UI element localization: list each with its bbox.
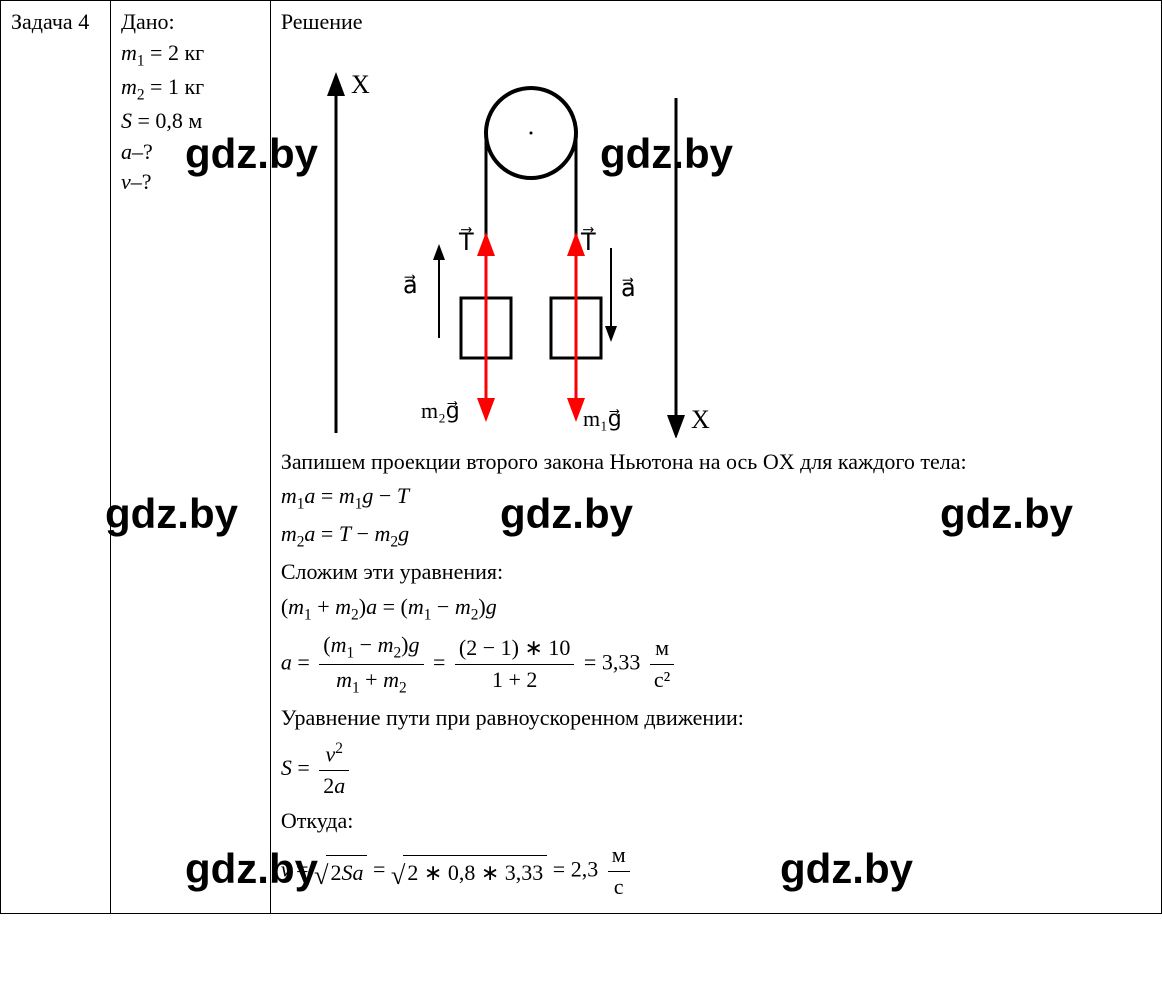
force-mg-left-label: m₂g⃗ xyxy=(421,398,460,423)
given-S: S = 0,8 м xyxy=(121,106,260,137)
task-cell: Задача 4 xyxy=(1,1,111,914)
force-T-right-label: T⃗ xyxy=(580,226,596,255)
axis-left-label: X xyxy=(351,70,370,99)
eq-m2: m2a = T − m2g xyxy=(281,519,1151,553)
solution-cell: Решение X X xyxy=(270,1,1161,914)
a-label-right: a⃗ xyxy=(621,276,636,302)
force-mg-right-label: m₁g⃗ xyxy=(583,406,622,431)
force-T-left-label: T⃗ xyxy=(458,226,474,255)
eq-v: v = √2Sa = √2 ∗ 0,8 ∗ 3,33 = 2,3 м с xyxy=(281,840,1151,903)
axis-right-label: X xyxy=(691,405,710,434)
eq-sum: (m1 + m2)a = (m1 − m2)g xyxy=(281,592,1151,626)
a-unit-den: с² xyxy=(650,665,674,696)
a-label-left: a⃗ xyxy=(403,273,418,299)
solution-line-3: Уравнение пути при равноускоренном движе… xyxy=(281,703,1151,734)
free-body-diagram: X X a⃗ a⃗ T⃗ T⃗ m₂g⃗ xyxy=(281,38,781,438)
v-unit-num: м xyxy=(608,840,630,872)
eq-m1: m1a = m1g − T xyxy=(281,481,1151,515)
solution-line-4: Откуда: xyxy=(281,806,1151,837)
given-cell: Дано: m1 = 2 кг m2 = 1 кг S = 0,8 м a–? … xyxy=(110,1,270,914)
solution-line-1: Запишем проекции второго закона Ньютона … xyxy=(281,447,1151,478)
given-title: Дано: xyxy=(121,7,260,38)
v-value: 2,3 xyxy=(571,857,599,882)
a-value: 3,33 xyxy=(602,650,641,675)
solution-line-2: Сложим эти уравнения: xyxy=(281,557,1151,588)
given-v: v–? xyxy=(121,167,260,198)
eq-S: S = v2 2a xyxy=(281,738,1151,802)
eq-a: a = (m1 − m2)g m1 + m2 = (2 − 1) ∗ 10 1 … xyxy=(281,630,1151,699)
v-unit-den: с xyxy=(608,872,630,903)
solution-title: Решение xyxy=(281,7,1151,38)
problem-table: Задача 4 Дано: m1 = 2 кг m2 = 1 кг S = 0… xyxy=(0,0,1162,914)
a-unit-num: м xyxy=(650,633,674,665)
given-m2: m2 = 1 кг xyxy=(121,72,260,106)
given-m1: m1 = 2 кг xyxy=(121,38,260,72)
page-root: Задача 4 Дано: m1 = 2 кг m2 = 1 кг S = 0… xyxy=(0,0,1162,914)
task-label: Задача 4 xyxy=(11,9,89,34)
pulley-center xyxy=(529,131,532,134)
given-a: a–? xyxy=(121,137,260,168)
